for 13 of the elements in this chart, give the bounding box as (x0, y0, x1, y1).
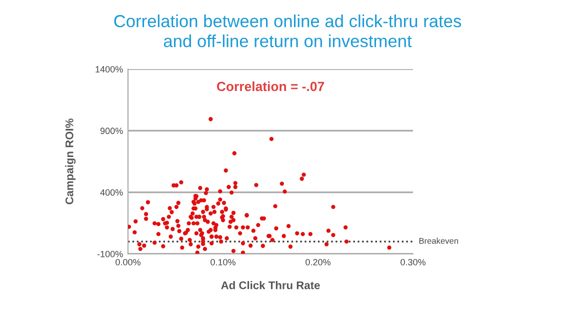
y-tick-label: 1400% (96, 66, 123, 72)
x-tick-label: 0.00% (116, 258, 140, 266)
ref-line-label: Breakeven (419, 238, 458, 244)
annotation: Correlation = -.07 (216, 81, 324, 92)
y-tick-label: 400% (100, 189, 123, 196)
x-axis-title: Ad Click Thru Rate (221, 281, 320, 290)
x-tick-label: 0.30% (400, 258, 426, 266)
y-axis-title: Campaign ROI% (65, 118, 76, 204)
y-tick-label: 900% (100, 128, 123, 134)
x-tick-label: 0.10% (210, 258, 236, 266)
y-tick-label: -100% (97, 250, 123, 258)
chart-title: Correlation between online ad click-thru rates and off-line return on investment (114, 14, 462, 48)
x-tick-label: 0.20% (306, 258, 330, 266)
